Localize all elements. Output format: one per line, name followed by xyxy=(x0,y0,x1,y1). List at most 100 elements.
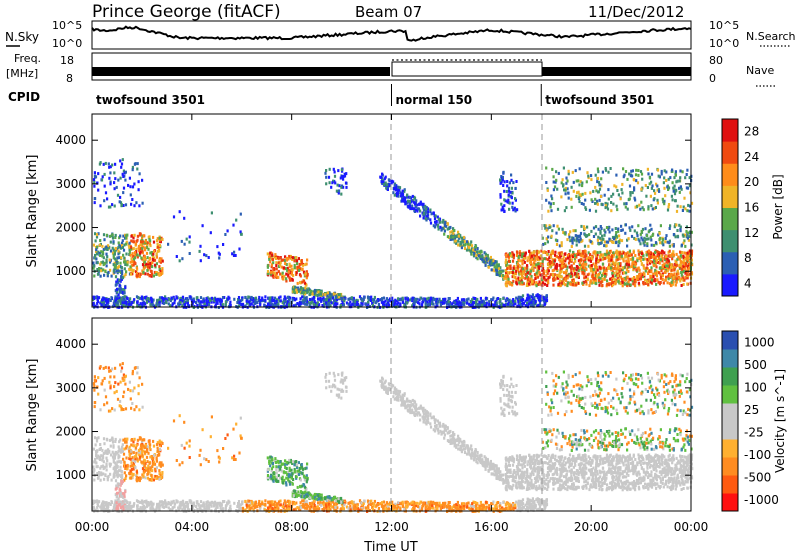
echo-cell xyxy=(566,265,569,269)
echo-cell xyxy=(398,186,402,190)
echo-cell xyxy=(659,266,662,270)
echo-cell xyxy=(671,168,674,172)
echo-cell xyxy=(343,172,346,176)
echo-cell xyxy=(141,263,145,267)
echo-cell xyxy=(322,299,325,303)
echo-cell xyxy=(689,191,692,195)
echo-cell xyxy=(532,282,535,286)
echo-cell xyxy=(222,243,225,246)
echo-cell xyxy=(664,240,667,244)
echo-cell xyxy=(275,299,278,303)
echo-cell xyxy=(513,271,516,275)
echo-cell xyxy=(514,198,517,202)
echo-cell xyxy=(508,303,511,307)
echo-cell xyxy=(565,181,568,185)
echo-cell xyxy=(618,257,621,261)
echo-cell xyxy=(115,287,119,291)
echo-cell xyxy=(520,304,523,308)
echo-cell xyxy=(99,239,102,242)
echo-cell xyxy=(605,268,608,272)
echo-cell xyxy=(646,260,649,264)
echo-cell xyxy=(687,274,690,278)
echo-cell xyxy=(512,208,515,212)
echo-cell xyxy=(345,185,348,189)
echo-cell xyxy=(675,209,679,213)
echo-cell xyxy=(553,278,556,282)
echo-cell xyxy=(581,184,584,188)
echo-cell xyxy=(145,300,149,304)
echo-cell xyxy=(146,263,149,267)
echo-cell xyxy=(288,262,291,266)
echo-cell xyxy=(624,231,627,235)
echo-cell xyxy=(266,264,269,268)
echo-cell xyxy=(434,214,437,218)
echo-cell xyxy=(570,253,573,257)
echo-cell xyxy=(463,240,466,244)
echo-cell xyxy=(422,208,426,212)
echo-cell xyxy=(492,263,495,267)
echo-cell xyxy=(429,208,432,212)
echo-cell xyxy=(607,266,610,270)
echo-cell xyxy=(497,297,500,300)
echo-cell xyxy=(507,277,510,281)
echo-cell xyxy=(661,257,664,260)
echo-cell xyxy=(672,265,675,269)
echo-cell xyxy=(635,275,639,278)
echo-cell xyxy=(335,189,338,193)
echo-cell xyxy=(557,171,560,175)
echo-cell xyxy=(303,281,307,285)
echo-cell xyxy=(237,296,241,299)
echo-cell xyxy=(664,270,667,274)
echo-cell xyxy=(518,250,522,254)
power-x-ticks xyxy=(91,114,692,307)
echo-cell xyxy=(630,169,633,173)
echo-cell xyxy=(185,297,188,301)
echo-cell xyxy=(253,297,256,301)
echo-cell xyxy=(442,299,446,303)
power-colorbar-tick-label: 20 xyxy=(744,175,759,189)
echo-cell xyxy=(117,249,120,253)
echo-cell xyxy=(516,265,519,269)
echo-cell xyxy=(132,263,135,267)
echo-cell xyxy=(109,240,112,244)
echo-cell xyxy=(158,238,161,242)
echo-cell xyxy=(143,266,146,270)
echo-cell xyxy=(614,274,617,278)
echo-cell xyxy=(298,269,301,272)
echo-cell xyxy=(506,180,509,183)
echo-cell xyxy=(596,275,599,279)
echo-cell xyxy=(302,499,305,503)
echo-cell xyxy=(121,288,124,292)
echo-cell xyxy=(540,249,543,253)
echo-cell xyxy=(680,187,683,191)
echo-cell xyxy=(119,265,122,269)
echo-cell xyxy=(638,268,641,272)
echo-cell xyxy=(563,264,566,268)
echo-cell xyxy=(486,260,489,264)
echo-cell xyxy=(539,273,542,277)
echo-cell xyxy=(195,296,198,300)
echo-cell xyxy=(690,230,693,234)
echo-cell xyxy=(291,268,294,272)
echo-cell xyxy=(220,508,223,512)
echo-cell xyxy=(276,275,279,279)
echo-cell xyxy=(584,206,587,210)
echo-cell xyxy=(690,271,693,275)
echo-cell xyxy=(679,229,682,233)
echo-cell xyxy=(545,166,548,170)
echo-cell xyxy=(554,266,557,270)
echo-cell xyxy=(653,252,656,256)
echo-cell xyxy=(510,300,513,304)
echo-cell xyxy=(136,167,139,171)
echo-cell xyxy=(596,176,600,180)
echo-cell xyxy=(274,253,277,257)
echo-cell xyxy=(663,186,666,190)
echo-cell xyxy=(151,272,154,276)
echo-cell xyxy=(670,282,674,286)
echo-cell xyxy=(291,296,294,300)
echo-cell xyxy=(595,282,598,286)
echo-cell xyxy=(641,227,645,231)
echo-cell xyxy=(407,195,410,199)
echo-cell xyxy=(564,188,567,192)
echo-cell xyxy=(657,233,660,237)
